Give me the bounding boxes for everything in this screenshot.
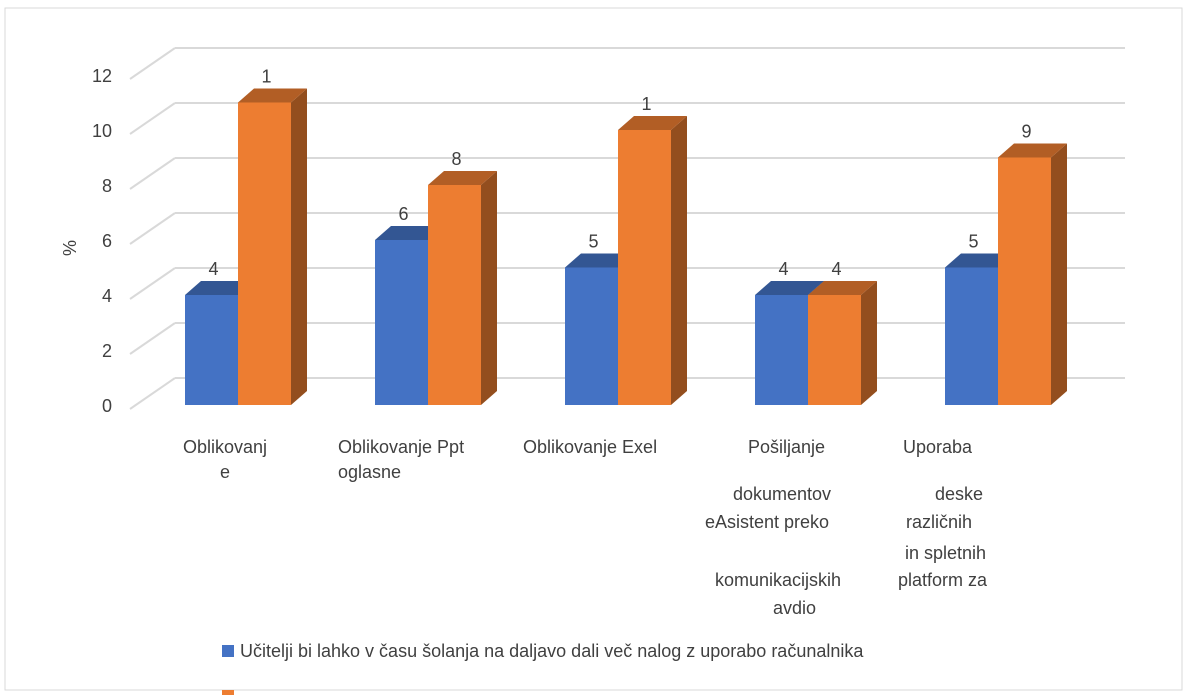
bar-side [1051,143,1067,405]
legend-swatch [222,645,234,657]
bar-top [238,88,307,103]
bar [808,295,861,405]
x-tick-label: dokumentov [733,484,831,504]
x-tick-label: Pošiljanje [748,437,825,457]
bar [238,102,291,405]
data-label: 4 [831,259,841,279]
grid-line [129,377,176,410]
x-tick-label: Oblikovanje Exel [523,437,657,457]
x-tick-label: deske [935,484,983,504]
chart-frame [4,7,1183,691]
x-tick-label: platform za [898,570,988,590]
grid-line [129,102,176,135]
bar [755,295,808,405]
bar-side [671,116,687,405]
grid-line [129,47,176,80]
data-label: 9 [1021,122,1031,142]
y-tick-label: 12 [92,66,112,86]
data-label: 5 [588,232,598,252]
bar-side [861,281,877,405]
y-axis-label: % [60,240,80,256]
data-label: 1 [261,67,271,87]
x-tick-label: Oblikovanje Ppt [338,437,464,457]
y-tick-label: 4 [102,286,112,306]
bar [565,267,618,405]
x-tick-label: eAsistent preko [705,512,829,532]
grid-line [129,322,176,355]
bar [945,267,998,405]
data-label: 1 [641,94,651,114]
grid-line [129,212,176,245]
bar-top [998,143,1067,158]
data-label: 6 [398,204,408,224]
bar-top [375,226,444,240]
grid-line [129,267,176,300]
bar-top [618,116,687,130]
bar-top [808,281,877,295]
bar-top [755,281,824,295]
bar [375,240,428,405]
x-tick-label: oglasne [338,462,401,482]
x-tick-label: avdio [773,598,816,618]
data-label: 4 [208,259,218,279]
data-label: 8 [451,149,461,169]
bar [428,185,481,405]
bar-top [565,253,634,268]
y-tick-label: 8 [102,176,112,196]
y-tick-label: 10 [92,121,112,141]
legend-label: Učitelji bi lahko v času šolanja na dalj… [240,641,864,661]
bar-top [945,253,1014,268]
x-tick-label: različnih [906,512,972,532]
data-label: 4 [778,259,788,279]
legend-swatch [222,690,234,695]
bar-side [291,88,307,405]
y-tick-label: 6 [102,231,112,251]
y-tick-label: 2 [102,341,112,361]
grid-line [129,157,176,190]
x-tick-label: komunikacijskih [715,570,841,590]
bar-top [428,171,497,185]
bar-top [185,281,254,295]
bar-side [481,171,497,405]
x-tick-label: Uporaba [903,437,973,457]
bar [618,130,671,405]
y-tick-label: 0 [102,396,112,416]
x-tick-label: Oblikovanj [183,437,267,457]
x-tick-label: e [220,462,230,482]
bar [998,157,1051,405]
bar [185,295,238,405]
x-tick-label: in spletnih [905,543,986,563]
data-label: 5 [968,232,978,252]
